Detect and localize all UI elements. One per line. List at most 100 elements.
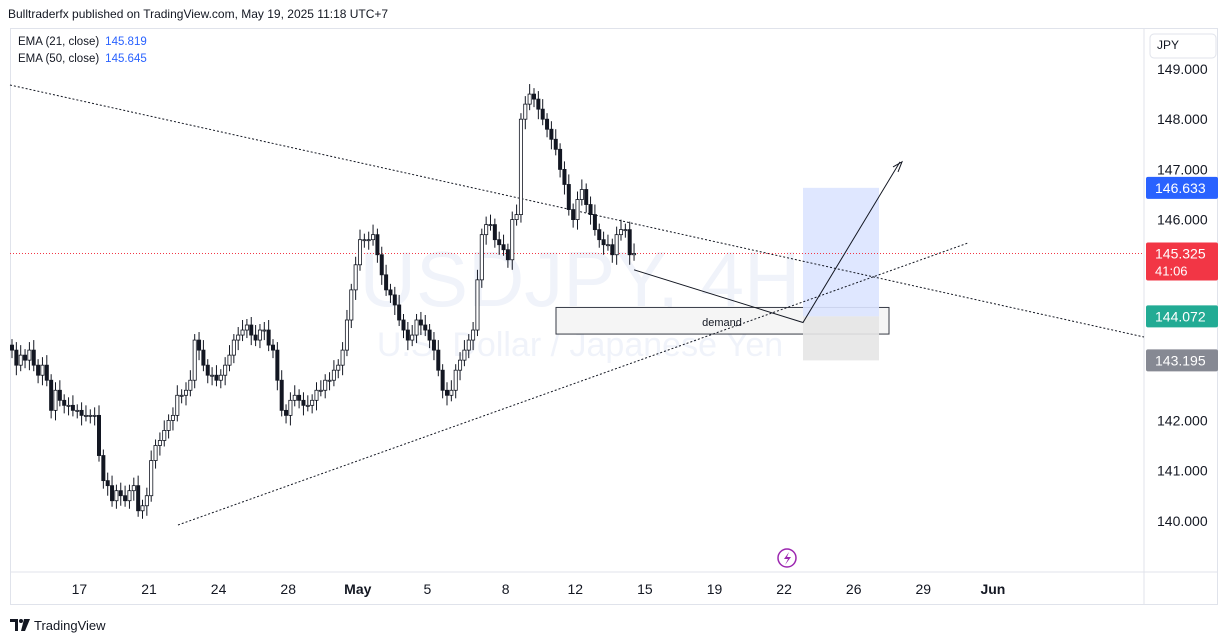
currency-label[interactable]: JPY	[1157, 38, 1179, 52]
candle-body[interactable]	[466, 339, 471, 351]
candle-body[interactable]	[436, 349, 441, 371]
candle-body[interactable]	[179, 394, 184, 397]
candle-body[interactable]	[323, 379, 328, 391]
candle-body[interactable]	[349, 289, 354, 321]
candle-body[interactable]	[592, 214, 597, 231]
candle-body[interactable]	[384, 274, 389, 291]
candle-body[interactable]	[536, 98, 541, 110]
candle-body[interactable]	[36, 364, 41, 376]
candle-body[interactable]	[475, 279, 480, 331]
candle-body[interactable]	[244, 324, 249, 331]
candle-body[interactable]	[462, 349, 467, 361]
candle-body[interactable]	[297, 394, 302, 401]
candle-body[interactable]	[479, 234, 484, 281]
candle-body[interactable]	[92, 414, 97, 417]
candle-body[interactable]	[88, 414, 93, 417]
candle-body[interactable]	[18, 354, 23, 366]
candle-body[interactable]	[144, 495, 149, 507]
price-badge-entry[interactable]	[1146, 305, 1218, 328]
candle-body[interactable]	[588, 204, 593, 215]
candle-body[interactable]	[188, 379, 193, 391]
candle-body[interactable]	[131, 485, 136, 492]
candle-body[interactable]	[397, 304, 402, 321]
candle-body[interactable]	[310, 399, 315, 406]
candle-body[interactable]	[44, 364, 49, 381]
candle-body[interactable]	[162, 430, 167, 441]
candle-body[interactable]	[440, 369, 445, 391]
candle-body[interactable]	[527, 93, 532, 105]
candle-body[interactable]	[558, 148, 563, 170]
candle-body[interactable]	[418, 319, 423, 326]
candle-body[interactable]	[627, 229, 632, 256]
candle-body[interactable]	[240, 329, 245, 336]
price-badge-target[interactable]	[1146, 176, 1218, 199]
candle-body[interactable]	[249, 324, 254, 336]
candle-body[interactable]	[57, 389, 62, 401]
tradingview-footer[interactable]: TradingView	[10, 615, 106, 635]
candle-body[interactable]	[101, 455, 106, 482]
candle-body[interactable]	[492, 224, 497, 241]
candle-body[interactable]	[357, 239, 362, 266]
candle-body[interactable]	[401, 319, 406, 331]
candle-body[interactable]	[9, 344, 14, 351]
candle-body[interactable]	[275, 349, 280, 381]
candle-body[interactable]	[83, 414, 88, 417]
candle-body[interactable]	[449, 389, 454, 396]
candle-body[interactable]	[605, 244, 610, 247]
candle-body[interactable]	[331, 369, 336, 381]
candle-body[interactable]	[266, 329, 271, 346]
candle-body[interactable]	[40, 364, 45, 376]
candle-body[interactable]	[388, 289, 393, 296]
candle-body[interactable]	[571, 209, 576, 220]
candle-body[interactable]	[410, 334, 415, 341]
candle-body[interactable]	[584, 189, 589, 205]
candle-body[interactable]	[210, 374, 215, 377]
candle-body[interactable]	[62, 399, 67, 406]
projection-path[interactable]	[633, 161, 901, 324]
candle-body[interactable]	[114, 490, 119, 502]
candle-body[interactable]	[27, 349, 32, 361]
candle-body[interactable]	[288, 399, 293, 416]
candle-body[interactable]	[175, 394, 180, 416]
candle-body[interactable]	[123, 495, 128, 502]
candle-body[interactable]	[166, 419, 171, 431]
candle-body[interactable]	[66, 404, 71, 407]
candle-body[interactable]	[575, 199, 580, 221]
candle-body[interactable]	[292, 394, 297, 401]
candle-body[interactable]	[183, 389, 188, 396]
candle-body[interactable]	[562, 168, 567, 185]
candle-body[interactable]	[257, 329, 262, 341]
candle-body[interactable]	[105, 480, 110, 487]
candle-body[interactable]	[197, 339, 202, 351]
price-badge-price[interactable]	[1146, 242, 1218, 281]
candle-body[interactable]	[214, 374, 219, 381]
candle-body[interactable]	[270, 344, 275, 351]
candle-body[interactable]	[301, 399, 306, 406]
candle-body[interactable]	[601, 239, 606, 246]
candle-body[interactable]	[458, 359, 463, 371]
candle-body[interactable]	[579, 189, 584, 200]
candle-body[interactable]	[79, 409, 84, 416]
candle-body[interactable]	[371, 234, 376, 241]
candle-body[interactable]	[597, 229, 602, 241]
candle-body[interactable]	[514, 214, 519, 221]
candle-body[interactable]	[510, 219, 515, 261]
candle-body[interactable]	[540, 108, 545, 120]
candle-body[interactable]	[53, 389, 58, 411]
candle-body[interactable]	[157, 440, 162, 446]
candle-body[interactable]	[614, 234, 619, 256]
candle-body[interactable]	[127, 490, 132, 502]
candle-body[interactable]	[75, 409, 80, 412]
candle-body[interactable]	[610, 244, 615, 256]
candle-body[interactable]	[97, 414, 102, 456]
candle-body[interactable]	[518, 118, 523, 215]
candle-body[interactable]	[279, 379, 284, 411]
legend-ema-50[interactable]: EMA (50, close) 145.645	[18, 53, 147, 65]
candle-body[interactable]	[192, 339, 197, 381]
legend-ema-21[interactable]: EMA (21, close) 145.819	[18, 36, 147, 48]
currency-button[interactable]	[1149, 33, 1217, 59]
candle-body[interactable]	[392, 294, 397, 306]
candle-body[interactable]	[471, 329, 476, 341]
candle-body[interactable]	[236, 334, 241, 341]
